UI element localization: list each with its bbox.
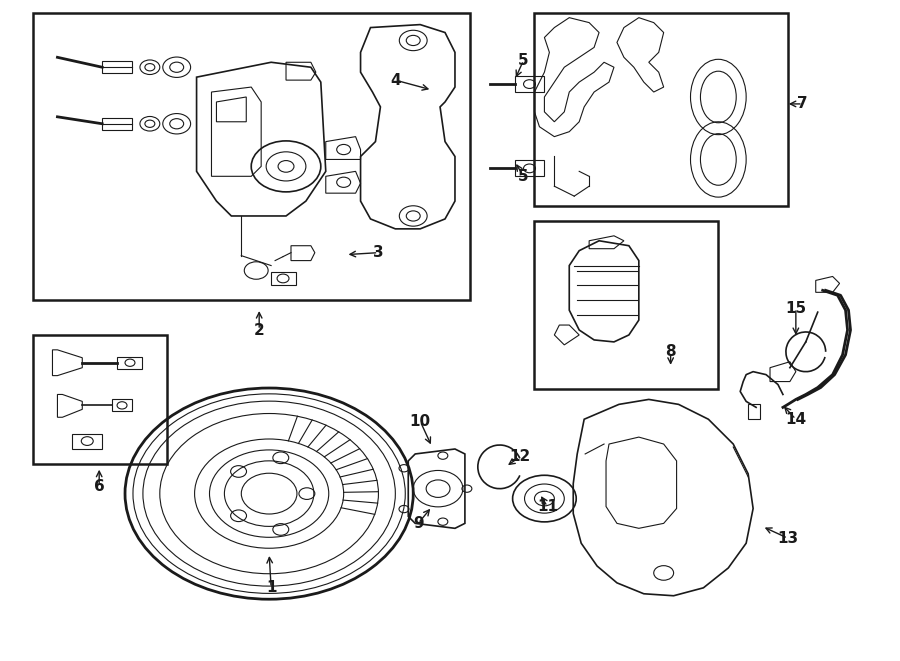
Text: 12: 12 <box>508 449 530 465</box>
Bar <box>535 13 788 206</box>
Bar <box>32 13 470 300</box>
Text: 6: 6 <box>94 479 104 494</box>
Text: 8: 8 <box>665 344 676 360</box>
Text: 10: 10 <box>410 414 431 429</box>
Bar <box>32 335 166 464</box>
Text: 5: 5 <box>518 169 529 184</box>
Text: 11: 11 <box>537 499 558 514</box>
Text: 4: 4 <box>390 73 400 88</box>
Text: 2: 2 <box>254 323 265 338</box>
Text: 5: 5 <box>518 53 529 68</box>
Text: 9: 9 <box>413 516 424 531</box>
Text: 15: 15 <box>786 301 806 316</box>
Bar <box>535 221 718 389</box>
Circle shape <box>278 161 294 173</box>
Text: 3: 3 <box>374 245 383 260</box>
Text: 1: 1 <box>266 580 276 596</box>
Text: 13: 13 <box>778 531 798 546</box>
Text: 14: 14 <box>786 412 806 427</box>
Text: 7: 7 <box>797 97 808 112</box>
